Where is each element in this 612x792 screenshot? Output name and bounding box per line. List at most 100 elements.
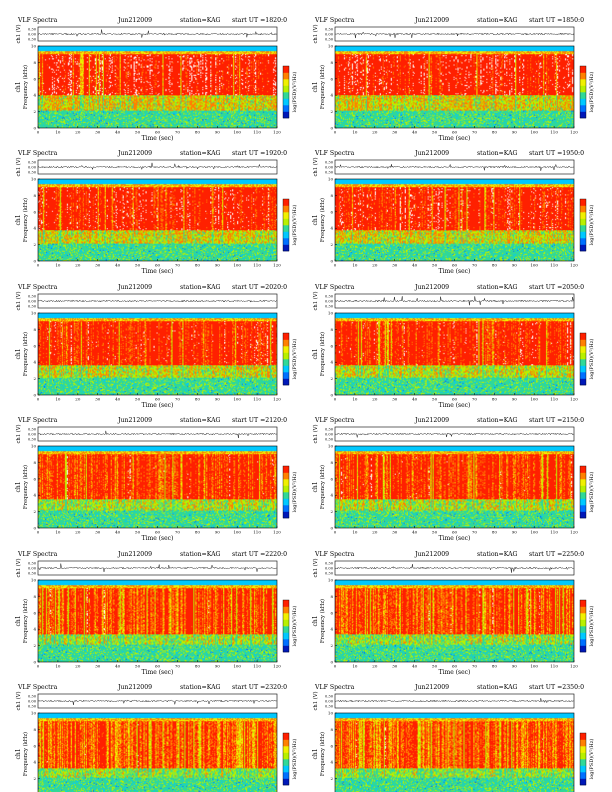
panel-header-title: VLF Spectra [314, 417, 355, 424]
trace-tick-label: 0.30 [325, 705, 334, 709]
colorbar-swatch [283, 492, 289, 499]
time-tick-label: 80 [492, 664, 498, 669]
time-tick-label: 120 [570, 664, 578, 669]
freq-tick-label: 2 [33, 643, 36, 648]
time-tick-label: 10 [55, 130, 61, 135]
time-tick-label: 80 [492, 530, 498, 535]
colorbar-swatch [580, 492, 586, 499]
spectrogram-image [38, 713, 277, 792]
colorbar-swatch [283, 733, 289, 740]
freq-tick-label: 2 [33, 776, 36, 781]
freq-tick-label: 4 [330, 93, 333, 98]
freq-tick-label: 6 [330, 343, 333, 348]
time-tick-label: 90 [215, 530, 221, 535]
colorbar-swatch [283, 372, 289, 379]
trace-tick-label: 0.30 [325, 572, 334, 576]
colorbar-swatch [283, 352, 289, 360]
frequency-axis-label: Frequency (kHz) [22, 332, 29, 376]
time-axis-label: Time (sec) [142, 268, 174, 275]
time-tick-label: 60 [452, 263, 458, 268]
freq-tick-label: 8 [33, 60, 36, 65]
time-tick-label: 90 [512, 530, 518, 535]
freq-tick-label: 8 [33, 460, 36, 465]
freq-tick-label: 4 [33, 93, 36, 98]
panel-header-station: station=KAG [477, 551, 518, 558]
colorbar-swatch [283, 485, 289, 493]
channel-label: ch1 [15, 214, 22, 225]
frequency-axis-label: Frequency (kHz) [319, 732, 326, 776]
freq-tick-label: 10 [31, 44, 37, 49]
time-tick-label: 50 [432, 263, 438, 268]
colorbar-swatch [283, 772, 289, 779]
time-tick-label: 0 [37, 130, 40, 135]
freq-tick-label: 4 [33, 493, 36, 498]
colorbar-label: log(PSD)(V²/Hz) [291, 739, 298, 780]
colorbar-swatch [283, 639, 289, 646]
colorbar-label: log(PSD)(V²/Hz) [588, 739, 595, 780]
panel-header-title: VLF Spectra [17, 150, 58, 157]
trace-tick-label: 0.00 [28, 33, 37, 37]
freq-tick-label: 2 [33, 509, 36, 514]
colorbar-swatch [283, 339, 289, 347]
colorbar-swatch [283, 759, 289, 766]
time-tick-label: 100 [233, 263, 241, 268]
time-tick-label: 10 [55, 397, 61, 402]
trace-tick-label: 0.30 [325, 38, 334, 42]
trace-y-label: ch1 (V) [15, 292, 22, 311]
colorbar-swatch [580, 600, 586, 607]
time-tick-label: 20 [75, 263, 81, 268]
time-tick-label: 0 [334, 397, 337, 402]
colorbar-swatch [283, 619, 289, 627]
time-tick-label: 80 [492, 397, 498, 402]
time-tick-label: 40 [115, 263, 121, 268]
freq-tick-label: 6 [33, 610, 36, 615]
freq-tick-label: 4 [33, 226, 36, 231]
colorbar-swatch [283, 333, 289, 340]
freq-tick-label: 6 [33, 76, 36, 81]
colorbar-frame [579, 198, 587, 252]
time-tick-label: 10 [352, 530, 358, 535]
time-tick-label: 70 [472, 263, 478, 268]
freq-tick-label: 4 [330, 360, 333, 365]
time-tick-label: 80 [195, 664, 201, 669]
trace-y-label: ch1 (V) [312, 692, 319, 711]
time-tick-label: 110 [253, 130, 261, 135]
time-tick-label: 120 [273, 530, 281, 535]
panel-header-station: station=KAG [180, 150, 221, 157]
freq-tick-label: 2 [330, 776, 333, 781]
time-tick-label: 30 [95, 530, 101, 535]
freq-tick-label: 8 [330, 594, 333, 599]
trace-tick-label: 0.00 [28, 433, 37, 437]
colorbar-swatch [580, 333, 586, 340]
freq-tick-label: 6 [330, 743, 333, 748]
channel-label: ch1 [312, 348, 319, 359]
colorbar-swatch [283, 752, 289, 760]
trace-frame [334, 159, 575, 175]
time-tick-label: 20 [372, 130, 378, 135]
time-tick-label: 40 [412, 530, 418, 535]
channel-label: ch1 [15, 481, 22, 492]
freq-tick-label: 4 [330, 760, 333, 765]
trace-y-label: ch1 (V) [312, 559, 319, 578]
colorbar-swatch [580, 466, 586, 473]
time-tick-label: 20 [75, 664, 81, 669]
trace-tick-label: 0.00 [325, 567, 334, 571]
time-tick-label: 50 [135, 130, 141, 135]
spectrogram-image [38, 580, 277, 662]
colorbar-swatch [283, 466, 289, 473]
time-tick-label: 60 [452, 530, 458, 535]
colorbar-swatch [283, 378, 289, 386]
panel-header-title: VLF Spectra [314, 684, 355, 691]
colorbar-swatch [580, 218, 586, 226]
colorbar-swatch [283, 479, 289, 486]
time-tick-label: 110 [253, 530, 261, 535]
panel-header-title: VLF Spectra [17, 684, 58, 691]
channel-label: ch1 [312, 81, 319, 92]
time-tick-label: 20 [372, 530, 378, 535]
freq-tick-label: 8 [330, 727, 333, 732]
freq-tick-label: 10 [31, 578, 37, 583]
trace-tick-label: 0.30 [28, 28, 37, 32]
time-tick-label: 30 [95, 263, 101, 268]
colorbar-swatch [283, 746, 289, 753]
freq-tick-label: 8 [330, 327, 333, 332]
